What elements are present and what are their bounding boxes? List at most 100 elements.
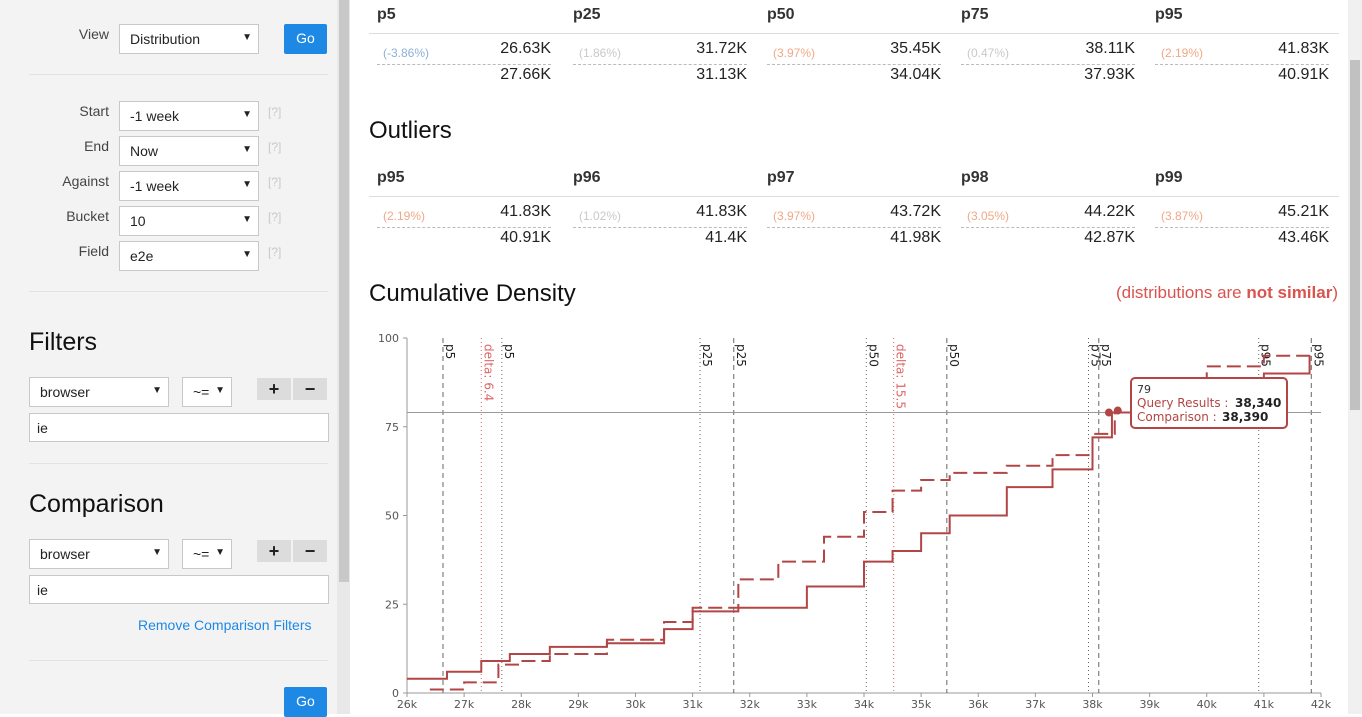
tooltip-y: 79	[1137, 383, 1151, 396]
field-label: Field	[78, 243, 109, 259]
hover-point	[1113, 406, 1122, 415]
p25-header: p25	[573, 6, 601, 23]
dashed-divider	[377, 227, 551, 228]
comparison-value: 27.66K	[500, 66, 551, 83]
p99-header: p99	[1155, 169, 1183, 186]
x-tick-label: 31k	[682, 698, 703, 711]
comparison-operator-select[interactable]: ~= ▼	[182, 539, 232, 569]
chevron-down-icon: ▼	[215, 385, 225, 396]
x-tick-label: 33k	[797, 698, 818, 711]
y-tick-label: 50	[385, 510, 399, 523]
main-scrollbar[interactable]	[1348, 0, 1362, 714]
comparison-operator-value: ~=	[193, 546, 210, 562]
delta-value: (1.86%)	[579, 46, 622, 60]
percentile-cell: (1.86%) 31.72K 31.13K	[573, 34, 747, 94]
tooltip-comparison-value: 38,390	[1222, 410, 1268, 424]
percentile-cell: (2.19%) 41.83K 40.91K	[377, 197, 551, 257]
go-button-top[interactable]: Go	[284, 24, 327, 54]
marker-label: p50	[866, 344, 880, 367]
add-comparison-button[interactable]: +	[257, 540, 291, 562]
dashed-divider	[573, 227, 747, 228]
start-label: Start	[79, 103, 109, 119]
comparison-value: 43.46K	[1278, 229, 1329, 246]
delta-value: (2.19%)	[1161, 46, 1204, 60]
end-select[interactable]: Now ▼	[119, 136, 259, 166]
tooltip-comparison-label: Comparison :	[1137, 410, 1217, 424]
help-hint[interactable]: [?]	[268, 210, 282, 224]
against-label: Against	[62, 173, 109, 189]
x-tick-label: 37k	[1025, 698, 1046, 711]
delta-value: (2.19%)	[383, 209, 426, 223]
delta-value: (3.97%)	[773, 46, 816, 60]
go-button-bottom[interactable]: Go	[284, 687, 327, 717]
dashed-divider	[961, 227, 1135, 228]
query-value: 41.83K	[1278, 40, 1329, 57]
comparison-value: 42.87K	[1084, 229, 1135, 246]
dashed-divider	[767, 64, 941, 65]
add-filter-button[interactable]: +	[257, 378, 291, 400]
filter-value-input[interactable]: ie	[29, 413, 329, 442]
similarity-status: (distributions are not similar)	[1116, 283, 1338, 303]
help-hint[interactable]: [?]	[268, 245, 282, 259]
x-tick-label: 39k	[1139, 698, 1160, 711]
bucket-label: Bucket	[66, 208, 109, 224]
x-tick-label: 27k	[454, 698, 475, 711]
outliers-table: p95 p96 p97 p98 p99 (2.19%) 41.83K 40.91K (1…	[369, 163, 1339, 258]
help-hint[interactable]: [?]	[268, 105, 282, 119]
percentile-cell: (2.19%) 41.83K 40.91K	[1155, 34, 1329, 94]
filters-title: Filters	[29, 328, 98, 356]
help-hint[interactable]: [?]	[268, 175, 282, 189]
chevron-down-icon: ▼	[242, 32, 252, 43]
x-tick-label: 28k	[511, 698, 532, 711]
marker-label: delta: 6.4	[481, 344, 495, 401]
hover-point	[1104, 408, 1113, 417]
main-scrollbar-thumb[interactable]	[1350, 60, 1360, 410]
outliers-title: Outliers	[369, 117, 452, 144]
percentile-cell: (3.05%) 44.22K 42.87K	[961, 197, 1135, 257]
help-hint[interactable]: [?]	[268, 140, 282, 154]
comparison-value: 40.91K	[1278, 66, 1329, 83]
x-tick-label: 36k	[968, 698, 989, 711]
comparison-title: Comparison	[29, 490, 164, 518]
bucket-select[interactable]: 10 ▼	[119, 206, 259, 236]
against-select[interactable]: -1 week ▼	[119, 171, 259, 201]
chevron-down-icon: ▼	[215, 547, 225, 558]
filter-field-select[interactable]: browser ▼	[29, 377, 169, 407]
p95-header: p95	[377, 169, 405, 186]
divider	[29, 463, 328, 464]
comparison-value: 41.4K	[705, 229, 747, 246]
comparison-field-select[interactable]: browser ▼	[29, 539, 169, 569]
remove-comparison-filters-link[interactable]: Remove Comparison Filters	[138, 617, 312, 633]
start-select[interactable]: -1 week ▼	[119, 101, 259, 131]
delta-value: (-3.86%)	[383, 46, 430, 60]
chevron-down-icon: ▼	[242, 214, 252, 225]
query-value: 31.72K	[696, 40, 747, 57]
cdf-chart[interactable]: 0 25 50 75 100 26k 27k 28k 29k 30k 31k 32k 33k 34k 35k…	[350, 318, 1348, 714]
query-value: 43.72K	[890, 203, 941, 220]
outliers-header: p95 p96 p97 p98 p99	[369, 163, 1339, 197]
cdf-title: Cumulative Density	[369, 280, 576, 307]
p98-header: p98	[961, 169, 989, 186]
comparison-value: 41.98K	[890, 229, 941, 246]
comparison-value-input[interactable]: ie	[29, 575, 329, 604]
query-value: 45.21K	[1278, 203, 1329, 220]
chevron-down-icon: ▼	[152, 385, 162, 396]
remove-filter-button[interactable]: −	[293, 378, 327, 400]
end-value: Now	[130, 143, 159, 159]
divider	[29, 291, 328, 292]
filter-operator-select[interactable]: ~= ▼	[182, 377, 232, 407]
sidebar-scrollbar-thumb[interactable]	[339, 0, 349, 582]
field-select[interactable]: e2e ▼	[119, 241, 259, 271]
view-select[interactable]: Distribution ▼	[119, 24, 259, 54]
tooltip-box	[1130, 377, 1288, 429]
query-value: 41.83K	[696, 203, 747, 220]
dashed-divider	[573, 64, 747, 65]
comparison-field-value: browser	[40, 546, 90, 562]
sidebar-scrollbar[interactable]	[337, 0, 350, 714]
query-value: 26.63K	[500, 40, 551, 57]
chevron-down-icon: ▼	[242, 144, 252, 155]
delta-value: (3.05%)	[967, 209, 1010, 223]
remove-comparison-button[interactable]: −	[293, 540, 327, 562]
dashed-divider	[961, 64, 1135, 65]
chevron-down-icon: ▼	[242, 179, 252, 190]
